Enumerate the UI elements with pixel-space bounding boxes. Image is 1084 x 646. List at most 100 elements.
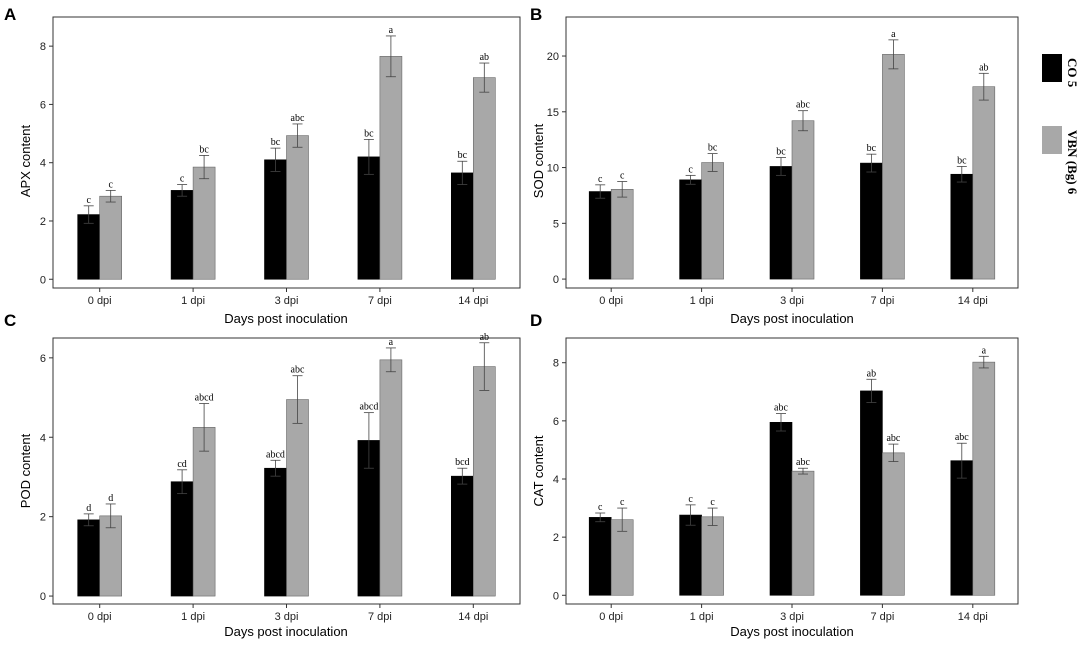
y-tick-label: 20 — [547, 51, 559, 63]
significance-label: bc — [867, 143, 877, 154]
bar-vbn — [379, 359, 403, 597]
significance-label: abcd — [359, 402, 378, 413]
x-tick-label: 7 dpi — [368, 611, 392, 623]
significance-label: abcd — [195, 393, 214, 404]
x-tick-label: 1 dpi — [181, 295, 205, 307]
x-tick-label: 7 dpi — [368, 295, 392, 307]
bar-co5 — [450, 172, 474, 280]
bar-co5 — [588, 191, 612, 280]
bar-vbn — [379, 56, 403, 280]
legend-swatch-co5 — [1042, 54, 1062, 82]
significance-label: abc — [886, 433, 900, 444]
bar-co5 — [950, 173, 974, 280]
significance-label: c — [598, 174, 603, 185]
significance-label: c — [620, 170, 625, 181]
bar-co5 — [170, 190, 194, 280]
significance-label: bcd — [455, 457, 469, 468]
significance-label: a — [982, 345, 987, 356]
y-tick-label: 0 — [553, 590, 559, 602]
significance-label: bc — [458, 150, 468, 161]
y-tick-label: 6 — [40, 353, 46, 365]
bar-co5 — [357, 156, 381, 280]
y-tick-label: 15 — [547, 107, 559, 119]
y-tick-label: 8 — [553, 358, 559, 370]
bar-vbn — [472, 77, 496, 280]
y-tick-label: 2 — [553, 532, 559, 544]
bar-vbn — [192, 166, 216, 280]
y-tick-label: 6 — [553, 416, 559, 428]
bar-co5 — [588, 517, 612, 596]
y-tick-label: 4 — [553, 474, 559, 486]
significance-label: ab — [867, 368, 876, 379]
significance-label: bc — [708, 143, 718, 154]
x-tick-label: 14 dpi — [958, 295, 988, 307]
y-tick-label: 0 — [40, 591, 46, 603]
bar-co5 — [264, 467, 287, 597]
x-tick-label: 0 dpi — [599, 295, 623, 307]
y-tick-label: 5 — [553, 218, 559, 230]
y-tick-label: 4 — [40, 158, 46, 170]
significance-label: a — [389, 337, 394, 348]
significance-label: a — [389, 25, 394, 36]
significance-label: bc — [364, 128, 374, 139]
significance-label: bc — [271, 137, 281, 148]
significance-label: bc — [776, 147, 786, 158]
panel-letter: D — [530, 311, 542, 330]
significance-label: abc — [955, 432, 969, 443]
significance-label: c — [86, 195, 91, 206]
x-axis-title: Days post inoculation — [730, 624, 854, 639]
x-tick-label: 14 dpi — [458, 611, 488, 623]
x-tick-label: 3 dpi — [780, 295, 804, 307]
significance-label: d — [108, 493, 113, 504]
bar-vbn — [472, 366, 496, 597]
bar-vbn — [791, 470, 815, 596]
significance-label: bc — [199, 144, 209, 155]
significance-label: c — [180, 174, 185, 185]
bar-co5 — [77, 214, 100, 280]
x-tick-label: 0 dpi — [88, 295, 112, 307]
significance-label: ab — [480, 332, 489, 343]
significance-label: cd — [177, 459, 186, 470]
x-axis-title: Days post inoculation — [224, 624, 348, 639]
bar-vbn — [972, 86, 996, 280]
bar-vbn — [701, 516, 724, 596]
bar-co5 — [860, 390, 883, 596]
bar-vbn — [286, 135, 309, 280]
x-tick-label: 0 dpi — [599, 611, 623, 623]
bar-co5 — [769, 422, 793, 596]
y-tick-label: 0 — [40, 274, 46, 286]
x-tick-label: 0 dpi — [88, 611, 112, 623]
significance-label: abc — [796, 457, 810, 468]
bar-vbn — [286, 399, 309, 597]
significance-label: ab — [480, 52, 489, 63]
x-axis-title: Days post inoculation — [224, 311, 348, 326]
bar-co5 — [860, 162, 883, 280]
significance-label: bc — [957, 155, 967, 166]
legend: CO 5 VBN (Bg) 6 — [1042, 54, 1080, 195]
y-tick-label: 2 — [40, 512, 46, 524]
x-tick-label: 1 dpi — [690, 611, 714, 623]
bar-co5 — [170, 481, 194, 597]
bar-vbn — [99, 195, 122, 280]
legend-label-vbn: VBN (Bg) 6 — [1065, 130, 1080, 195]
significance-label: c — [688, 164, 693, 175]
bar-vbn — [701, 162, 724, 280]
bar-co5 — [264, 159, 287, 280]
significance-label: c — [598, 502, 603, 513]
y-tick-label: 8 — [40, 41, 46, 53]
legend-label-co5: CO 5 — [1065, 58, 1080, 88]
significance-label: c — [688, 494, 693, 505]
panel-letter: C — [4, 311, 16, 330]
bar-co5 — [679, 514, 702, 596]
bar-vbn — [791, 120, 815, 280]
significance-label: d — [86, 503, 91, 514]
significance-label: a — [891, 29, 896, 40]
x-tick-label: 14 dpi — [458, 295, 488, 307]
y-axis-title: POD content — [18, 433, 33, 508]
significance-label: c — [620, 497, 625, 508]
x-tick-label: 1 dpi — [181, 611, 205, 623]
panel-letter: B — [530, 5, 542, 24]
